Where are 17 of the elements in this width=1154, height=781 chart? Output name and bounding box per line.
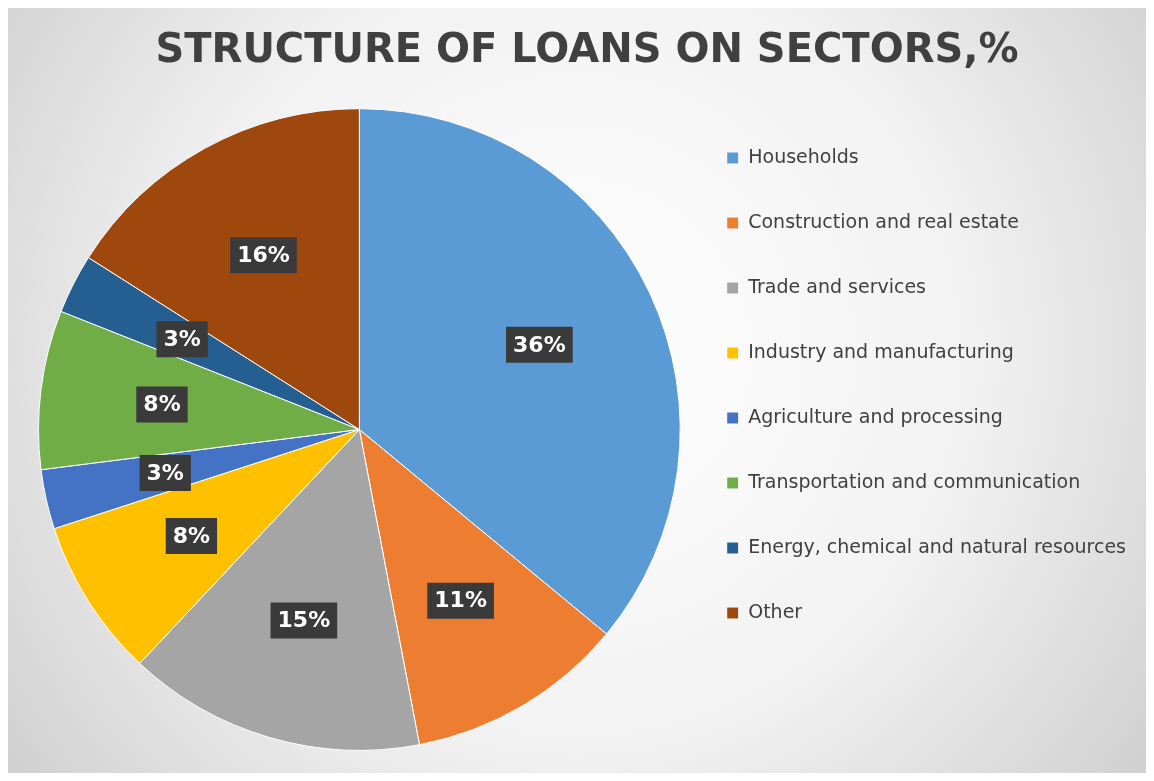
- legend-label: Industry and manufacturing: [748, 339, 1014, 362]
- legend-label: Other: [748, 599, 803, 622]
- data-label: 15%: [277, 607, 331, 633]
- data-label: 3%: [163, 325, 201, 351]
- chart-title: STRUCTURE OF LOANS ON SECTORS,%: [155, 25, 1019, 72]
- data-label: 11%: [434, 587, 487, 613]
- data-label: 16%: [237, 241, 290, 267]
- legend-label: Energy, chemical and natural resources: [748, 534, 1127, 557]
- legend-label: Households: [748, 144, 859, 167]
- data-label: 36%: [513, 331, 566, 357]
- legend-label: Construction and real estate: [748, 209, 1019, 232]
- legend-label: Transportation and communication: [747, 469, 1081, 492]
- data-label: 8%: [143, 391, 181, 417]
- legend-label: Agriculture and processing: [748, 404, 1003, 427]
- data-label: 3%: [146, 459, 184, 485]
- legend-label: Trade and services: [747, 274, 927, 297]
- data-label: 8%: [172, 522, 211, 548]
